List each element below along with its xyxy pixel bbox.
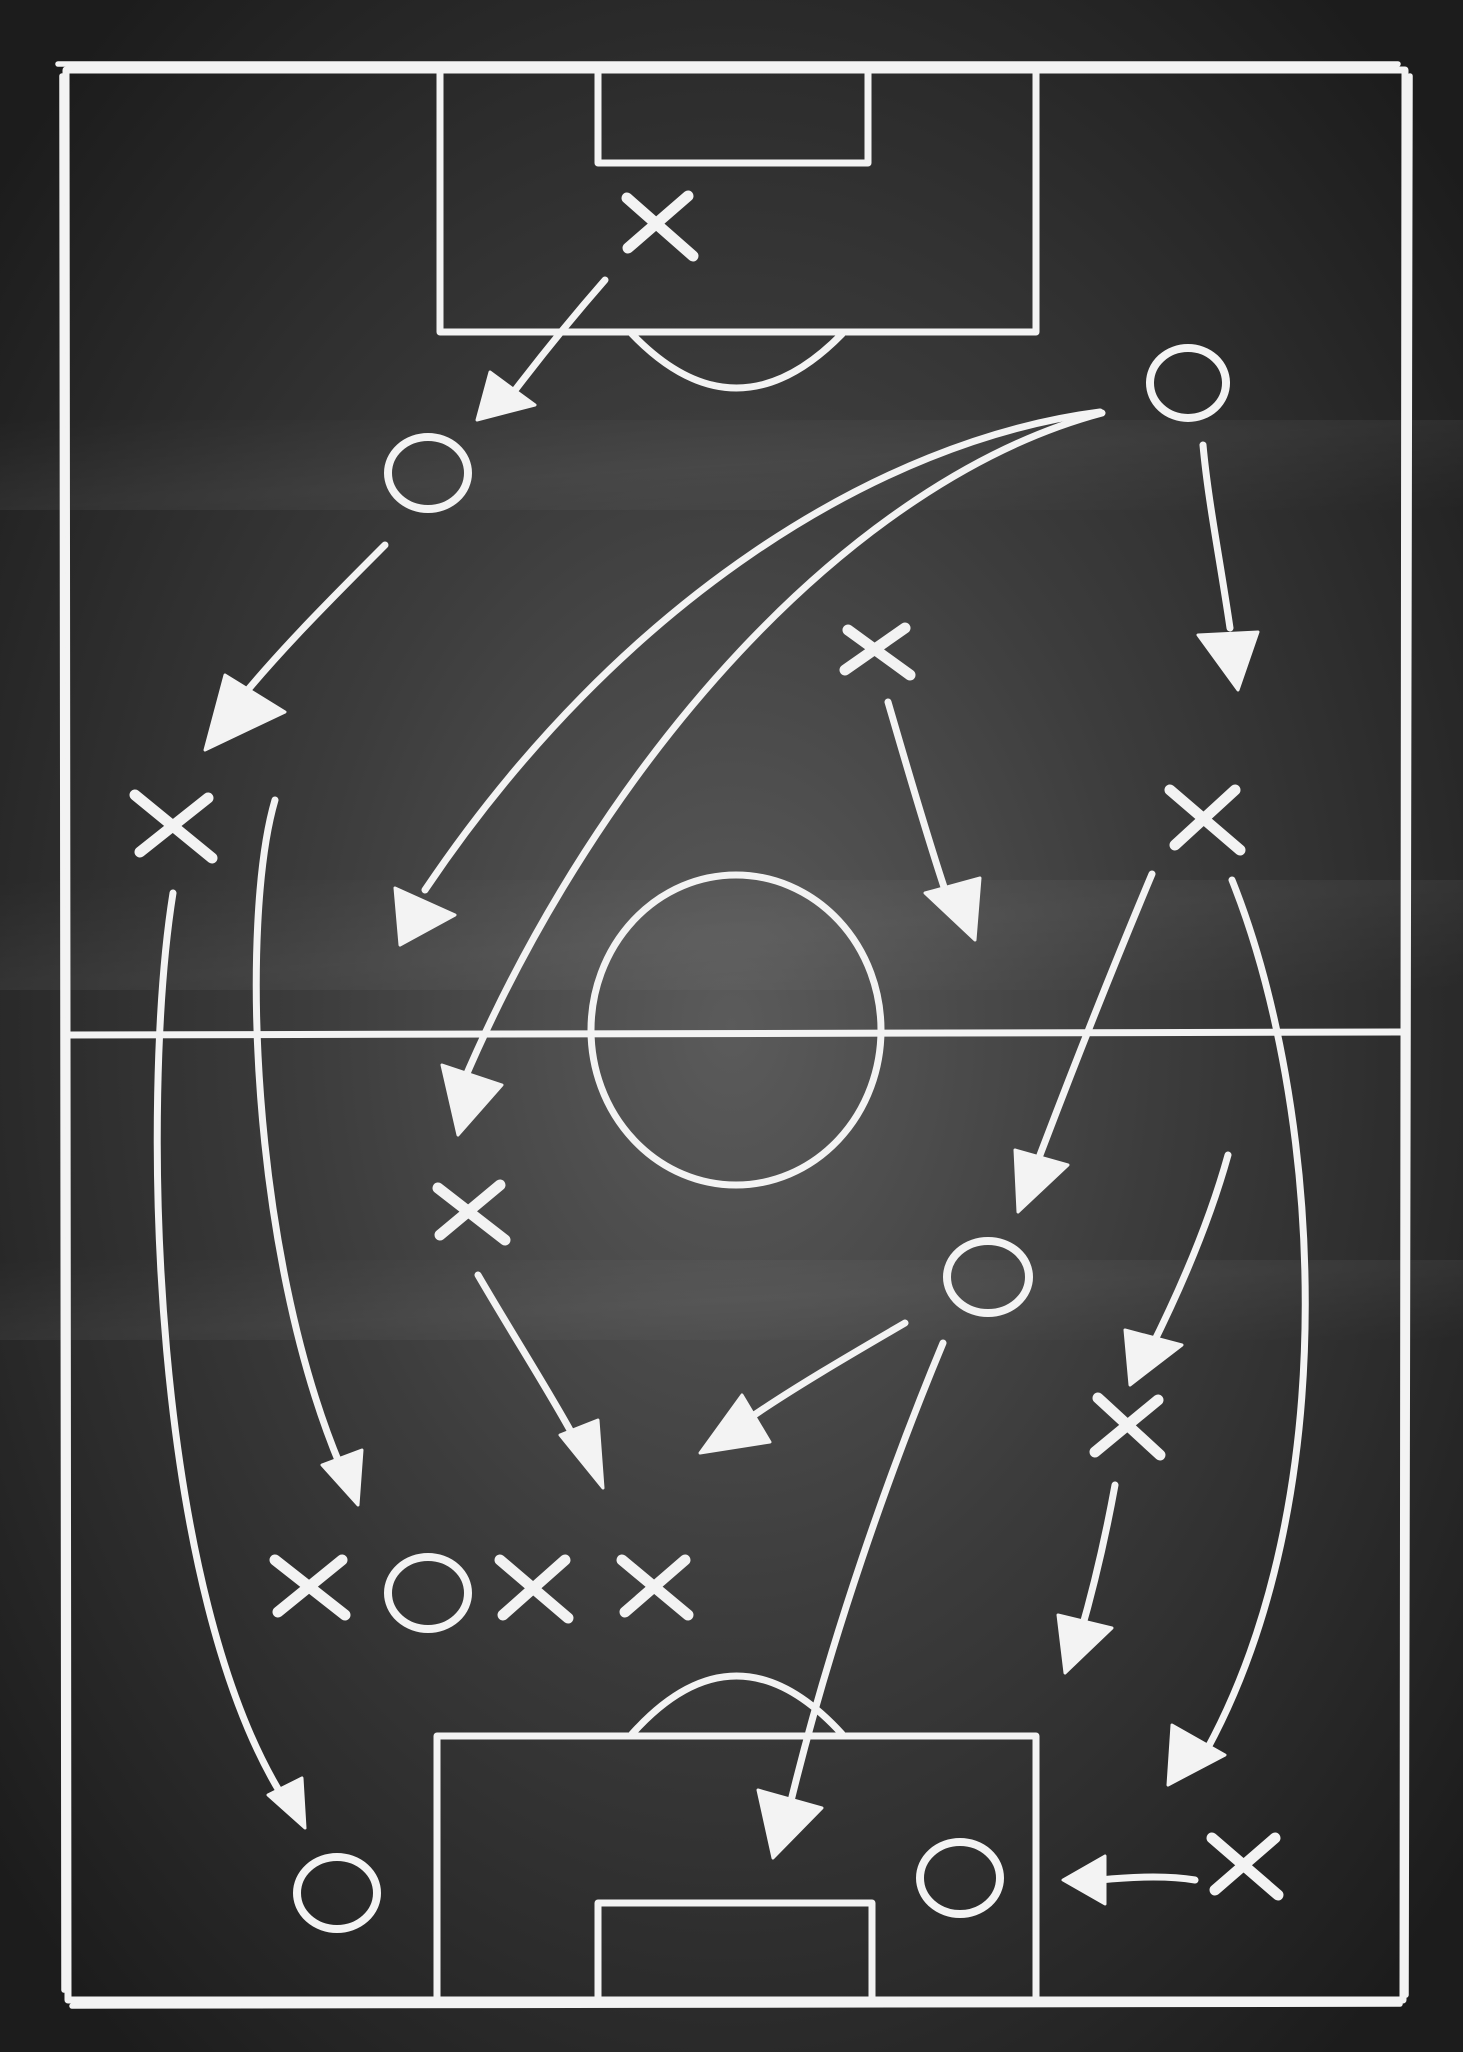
halfway-line xyxy=(62,1028,1409,1039)
cross-marker xyxy=(432,1179,511,1246)
circle-marker xyxy=(1146,344,1230,422)
cross-marker xyxy=(616,1554,694,1621)
arrowhead xyxy=(558,1418,605,1490)
pitch-outline-sketch xyxy=(55,61,1413,2009)
arrow-line xyxy=(1096,1873,1199,1884)
cross-marker xyxy=(1206,1832,1284,1901)
top-penalty-arc xyxy=(628,330,846,392)
pitch-outline xyxy=(62,66,1409,2004)
chalk-smudges xyxy=(0,420,1463,1340)
arrow-line xyxy=(474,1271,574,1434)
arrowhead xyxy=(698,1393,772,1455)
arrowhead xyxy=(203,673,287,752)
circle-marker xyxy=(293,1853,381,1933)
arrow-line xyxy=(884,698,949,894)
arrowhead xyxy=(440,1063,504,1137)
cross-marker xyxy=(494,1554,574,1624)
arrow-line xyxy=(786,1339,947,1809)
arrow-shafts xyxy=(153,276,1309,1884)
circle-marker xyxy=(943,1237,1033,1317)
cross-marker xyxy=(269,1554,351,1621)
arrowhead xyxy=(320,1448,364,1507)
arrowhead xyxy=(1056,1613,1114,1675)
cross-marker xyxy=(1089,1392,1166,1461)
cross-marker xyxy=(1164,784,1246,856)
arrow-line xyxy=(421,408,1104,894)
arrow-line xyxy=(743,1319,909,1424)
arrowhead xyxy=(1166,1723,1227,1787)
arrow-line xyxy=(1076,1481,1119,1639)
arrowhead xyxy=(756,1788,824,1860)
arrowhead xyxy=(475,370,537,422)
center-circle xyxy=(587,871,885,1189)
bottom-penalty-box xyxy=(433,1732,1040,2004)
pitch-markings xyxy=(55,61,1413,2009)
top-goal-area xyxy=(594,66,872,167)
arrow-line xyxy=(1199,441,1234,632)
circle-markers xyxy=(293,344,1230,1933)
arrowhead xyxy=(1123,1328,1184,1387)
arrowhead xyxy=(1013,1148,1070,1214)
arrowhead xyxy=(923,876,982,942)
circle-marker xyxy=(384,1553,472,1633)
arrowhead xyxy=(1061,1854,1107,1906)
cross-markers xyxy=(129,190,1284,1901)
arrow-line xyxy=(1146,1151,1232,1354)
top-penalty-box xyxy=(436,66,1040,336)
arrowhead xyxy=(1196,630,1260,692)
circle-marker xyxy=(916,1838,1004,1918)
arrow-line xyxy=(252,796,344,1469)
cross-marker xyxy=(129,789,218,864)
arrow-line xyxy=(458,409,1106,1089)
arrow-heads xyxy=(203,370,1260,1906)
arrow-line xyxy=(1196,876,1309,1766)
arrow-line xyxy=(153,889,294,1812)
cross-marker xyxy=(839,622,916,681)
arrowhead xyxy=(393,886,457,947)
bottom-goal-area xyxy=(594,1899,876,2004)
circle-marker xyxy=(384,433,472,513)
cross-marker xyxy=(621,190,699,262)
arrow-line xyxy=(1036,870,1156,1159)
arrowhead xyxy=(266,1776,307,1830)
